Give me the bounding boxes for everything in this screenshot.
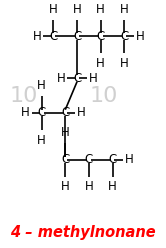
Text: H: H [37, 79, 46, 92]
Text: H: H [84, 180, 93, 193]
Text: C: C [61, 106, 69, 119]
Text: H: H [61, 126, 70, 139]
Text: C: C [61, 153, 69, 166]
Text: H: H [96, 57, 105, 70]
Text: H: H [120, 57, 129, 70]
Text: 4 – methylnonane: 4 – methylnonane [10, 225, 156, 240]
Text: C: C [49, 30, 58, 43]
Text: H: H [49, 3, 58, 16]
Text: H: H [89, 72, 98, 85]
Text: H: H [124, 153, 133, 166]
Text: H: H [77, 106, 86, 119]
Text: C: C [38, 106, 46, 119]
Text: C: C [73, 30, 81, 43]
Text: C: C [108, 153, 117, 166]
Text: H: H [96, 3, 105, 16]
Text: H: H [37, 133, 46, 147]
Text: 10: 10 [10, 86, 38, 106]
Text: H: H [61, 180, 70, 193]
Text: H: H [73, 3, 82, 16]
Text: C: C [120, 30, 128, 43]
Text: H: H [56, 72, 65, 85]
Text: H: H [33, 30, 42, 43]
Text: H: H [136, 30, 145, 43]
Text: C: C [85, 153, 93, 166]
Text: H: H [108, 180, 117, 193]
Text: H: H [21, 106, 30, 119]
Text: H: H [120, 3, 129, 16]
Text: 10: 10 [89, 86, 118, 106]
Text: C: C [73, 72, 81, 85]
Text: C: C [97, 30, 105, 43]
